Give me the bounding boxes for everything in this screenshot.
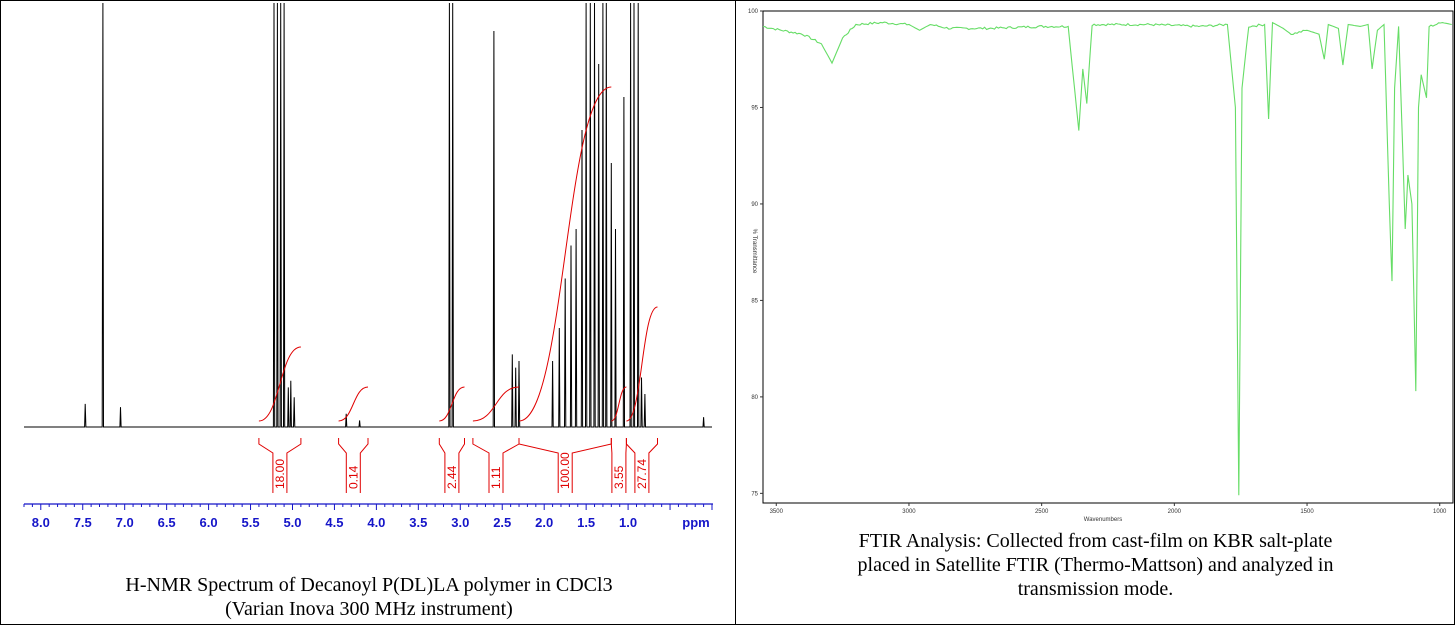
integral-curve (338, 386, 369, 422)
nmr-x-tick-label: 8.0 (32, 515, 50, 530)
nmr-x-tick-label: 2.0 (535, 515, 553, 530)
nmr-x-tick-label: 6.5 (158, 515, 176, 530)
nmr-x-tick-label: 5.5 (241, 515, 259, 530)
integral-value: 2.44 (445, 465, 459, 489)
nmr-spectrum-chart: 18.00 0.14 2.44 1.11 100.00 3.55 27.74 8.0 7.5 7.… (23, 2, 713, 530)
ftir-x-tick-label: 1500 (1300, 509, 1314, 515)
integral-value: 3.55 (612, 465, 626, 489)
ftir-x-tick-label: 1000 (1433, 509, 1447, 515)
ftir-y-tick-label: 85 (751, 298, 758, 304)
nmr-caption: H-NMR Spectrum of Decanoyl P(DL)LA polym… (11, 573, 727, 621)
integral-bracket (438, 438, 465, 493)
ftir-plot-frame (762, 10, 1454, 504)
nmr-trace (24, 2, 712, 428)
ftir-x-axis-label: Wavenumbers (1084, 517, 1122, 523)
ftir-y-tick-label: 80 (751, 395, 758, 401)
nmr-x-tick-label: 6.0 (200, 515, 218, 530)
nmr-panel: 18.00 0.14 2.44 1.11 100.00 3.55 27.74 8.0 7.5 7.… (0, 0, 736, 625)
integral-curve (439, 386, 465, 422)
nmr-x-tick-label: 4.5 (325, 515, 343, 530)
nmr-x-tick-label: 7.5 (74, 515, 92, 530)
nmr-x-tick-label: 4.0 (367, 515, 385, 530)
ftir-y-tick-label: 75 (751, 491, 758, 497)
nmr-x-tick-label: 2.5 (493, 515, 511, 530)
nmr-x-tick-label: 1.0 (619, 515, 637, 530)
nmr-x-unit: ppm (682, 515, 709, 530)
ftir-y-tick-label: 95 (751, 105, 758, 111)
integral-curve (611, 386, 627, 422)
ftir-x-tick-label: 2500 (1035, 509, 1049, 515)
nmr-caption-line2: (Varian Inova 300 MHz instrument) (225, 598, 513, 620)
integral-value: 0.14 (346, 465, 360, 489)
integral-value: 18.00 (273, 459, 287, 489)
ftir-caption: FTIR Analysis: Collected from cast-film … (736, 529, 1455, 601)
integral-value: 100.00 (558, 452, 572, 489)
ftir-caption-line3: transmission mode. (1017, 578, 1174, 600)
ftir-y-tick-label: 90 (751, 202, 758, 208)
ftir-trace (762, 21, 1452, 496)
ftir-x-tick-label: 3500 (770, 509, 784, 515)
integral-bracket (338, 438, 369, 493)
ftir-x-tick-label: 3000 (902, 509, 916, 515)
integral-curve (518, 86, 612, 422)
nmr-x-tick-label: 3.0 (451, 515, 469, 530)
nmr-x-tick-label: 7.0 (116, 515, 134, 530)
ftir-caption-line1: FTIR Analysis: Collected from cast-film … (858, 530, 1333, 552)
ftir-y-tick-label: 100 (748, 9, 759, 15)
nmr-caption-line1: H-NMR Spectrum of Decanoyl P(DL)LA polym… (125, 574, 613, 596)
integral-curve (258, 346, 301, 422)
nmr-x-tick-label: 5.0 (283, 515, 301, 530)
ftir-spectrum-chart: 75 80 85 90 95 100 3500 3000 2500 2000 1500 1000 Wav… (748, 9, 1454, 523)
integral-bracket (258, 438, 302, 493)
integral-value: 1.11 (489, 466, 503, 489)
integral-bracket (625, 438, 658, 493)
ftir-y-axis-label: % Transmittance (751, 229, 757, 274)
integral-curve (472, 386, 520, 422)
integral-value: 27.74 (635, 459, 649, 489)
ftir-x-tick-label: 2000 (1168, 509, 1182, 515)
integral-curve (626, 306, 658, 422)
ftir-panel: 75 80 85 90 95 100 3500 3000 2500 2000 1500 1000 Wav… (736, 0, 1455, 625)
nmr-x-tick-label: 1.5 (577, 515, 595, 530)
nmr-x-tick-label: 3.5 (409, 515, 427, 530)
ftir-caption-line2: placed in Satellite FTIR (Thermo-Mattson… (857, 554, 1334, 576)
